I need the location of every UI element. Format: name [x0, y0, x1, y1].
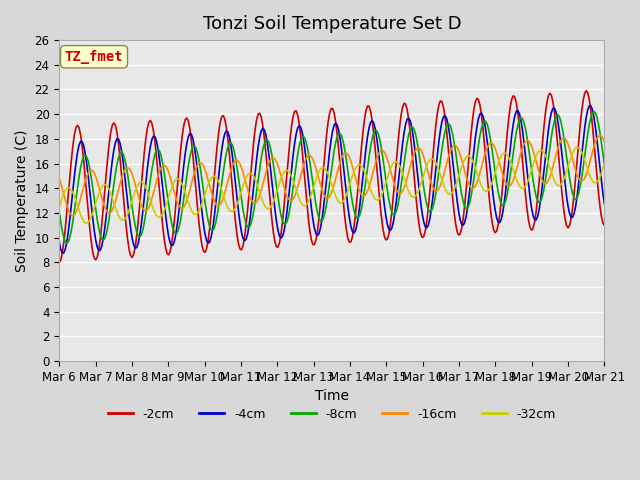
-4cm	[600, 201, 608, 207]
-4cm	[296, 123, 303, 129]
-2cm	[236, 246, 244, 252]
-4cm	[56, 240, 63, 245]
-8cm	[237, 197, 245, 203]
-2cm	[570, 192, 578, 197]
-16cm	[247, 196, 255, 202]
-4cm	[220, 137, 227, 143]
-16cm	[600, 139, 608, 144]
-8cm	[572, 196, 579, 202]
-2cm	[56, 260, 63, 265]
Line: -8cm: -8cm	[60, 111, 604, 243]
-8cm	[63, 240, 70, 246]
-32cm	[220, 192, 227, 198]
-4cm	[237, 229, 245, 235]
-32cm	[600, 161, 608, 167]
X-axis label: Time: Time	[315, 389, 349, 403]
-32cm	[237, 188, 245, 193]
Line: -16cm: -16cm	[60, 135, 604, 216]
-2cm	[245, 190, 253, 196]
-16cm	[220, 195, 227, 201]
-32cm	[83, 220, 90, 226]
-8cm	[600, 162, 608, 168]
-32cm	[296, 196, 303, 202]
-8cm	[220, 169, 227, 175]
-8cm	[296, 143, 303, 149]
-4cm	[58, 250, 66, 256]
-4cm	[572, 204, 579, 209]
-8cm	[56, 209, 63, 215]
Title: Tonzi Soil Temperature Set D: Tonzi Soil Temperature Set D	[202, 15, 461, 33]
-2cm	[294, 112, 301, 118]
-4cm	[587, 103, 595, 108]
-4cm	[247, 212, 255, 217]
-32cm	[56, 204, 63, 210]
-8cm	[590, 108, 598, 114]
-2cm	[600, 222, 608, 228]
-16cm	[69, 213, 77, 218]
-2cm	[582, 88, 590, 94]
Line: -4cm: -4cm	[60, 106, 604, 253]
-16cm	[296, 179, 303, 184]
-4cm	[124, 200, 131, 205]
-2cm	[218, 114, 226, 120]
-32cm	[124, 211, 131, 217]
-16cm	[596, 132, 604, 138]
-8cm	[124, 171, 131, 177]
-32cm	[247, 170, 255, 176]
Line: -2cm: -2cm	[60, 91, 604, 263]
-32cm	[572, 145, 579, 151]
-16cm	[56, 176, 63, 181]
Line: -32cm: -32cm	[60, 147, 604, 223]
Y-axis label: Soil Temperature (C): Soil Temperature (C)	[15, 130, 29, 272]
-32cm	[573, 144, 581, 150]
-16cm	[237, 165, 245, 171]
-16cm	[572, 168, 579, 173]
-8cm	[247, 222, 255, 228]
-2cm	[122, 223, 130, 228]
Text: TZ_fmet: TZ_fmet	[65, 50, 124, 64]
-16cm	[124, 165, 131, 170]
Legend: -2cm, -4cm, -8cm, -16cm, -32cm: -2cm, -4cm, -8cm, -16cm, -32cm	[102, 403, 561, 425]
